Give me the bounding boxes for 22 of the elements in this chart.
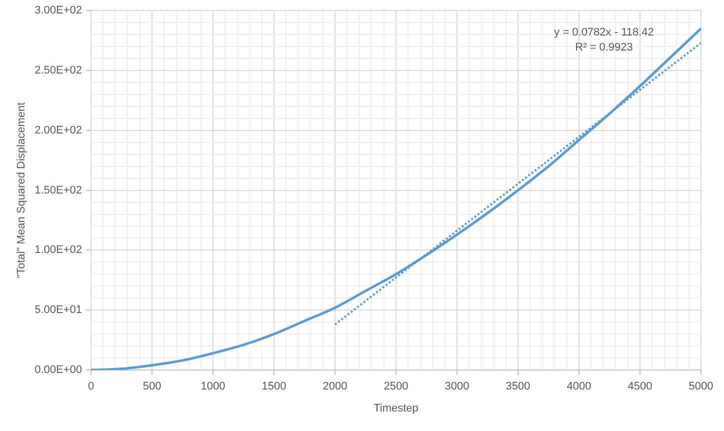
- x-tick-label: 4500: [628, 380, 652, 393]
- y-axis-title: "Total" Mean Squared Displacement: [16, 102, 28, 278]
- x-tick-label: 500: [142, 380, 162, 393]
- y-tick-label: 3.00E+02: [34, 4, 82, 17]
- x-tick-label: 3500: [506, 380, 530, 393]
- x-tick-label: 4000: [566, 380, 592, 393]
- x-tick-label: 2000: [322, 380, 348, 393]
- x-tick-label: 2500: [384, 380, 408, 393]
- y-tick-label: 2.00E+02: [34, 124, 82, 136]
- x-tick-label: 1000: [200, 380, 226, 393]
- y-tick-label: 2.50E+02: [34, 64, 82, 77]
- x-tick-label: 0: [88, 380, 94, 393]
- x-tick-label: 3000: [444, 380, 470, 393]
- x-tick-label: 5000: [688, 380, 714, 393]
- y-tick-label: 5.00E+01: [34, 304, 82, 316]
- y-tick-label: 1.00E+02: [34, 244, 82, 256]
- annotation: R² = 0.9923: [575, 42, 633, 54]
- x-axis-title: Timestep: [374, 402, 418, 414]
- x-tick-label: 1500: [262, 380, 286, 393]
- annotation: y = 0.0782x - 118.42: [554, 26, 654, 39]
- y-tick-label: 1.50E+02: [34, 184, 82, 196]
- y-tick-label: 0.00E+00: [34, 364, 82, 376]
